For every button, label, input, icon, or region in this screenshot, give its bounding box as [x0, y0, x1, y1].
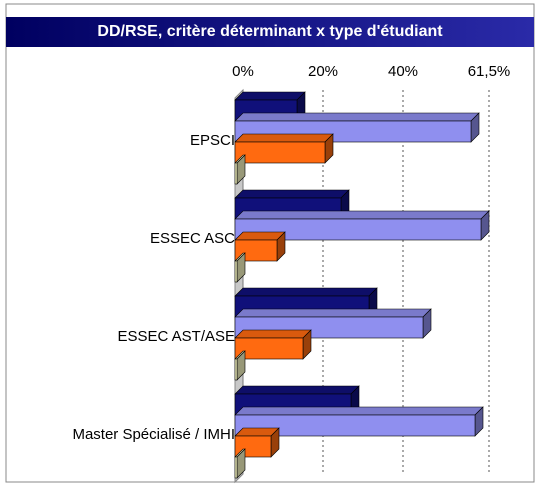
bar-top: [234, 210, 490, 220]
x-tick-label: 0%: [232, 63, 254, 80]
bar: [234, 239, 278, 262]
y-tick-label: EPSCI: [190, 132, 235, 149]
bar-top: [234, 112, 480, 122]
x-tick-label: 20%: [308, 63, 338, 80]
bar-top: [234, 189, 350, 199]
bar-top: [234, 406, 484, 416]
bar-top: [234, 308, 432, 318]
y-tick-label: Master Spécialisé / IMHI: [72, 426, 235, 443]
bar-top: [234, 231, 286, 241]
bar-top: [234, 329, 312, 339]
bar: [234, 260, 238, 283]
bar: [234, 414, 476, 437]
x-tick-label: 40%: [388, 63, 418, 80]
title-bar: [6, 17, 534, 47]
bar: [234, 218, 482, 241]
y-tick-label: ESSEC AST/ASE: [117, 328, 235, 345]
bar-top: [234, 287, 378, 297]
bar: [234, 456, 238, 479]
chart-title: DD/RSE, critère déterminant x type d'étu…: [97, 23, 443, 40]
bar: [234, 337, 304, 360]
y-tick-label: ESSEC ASC: [150, 230, 235, 247]
x-tick-label: 61,5%: [468, 63, 511, 80]
bar-top: [234, 133, 334, 143]
bar: [234, 162, 238, 185]
bar-top: [234, 385, 360, 395]
bar-top: [234, 91, 306, 101]
bar: [234, 358, 238, 381]
bar: [234, 141, 326, 164]
